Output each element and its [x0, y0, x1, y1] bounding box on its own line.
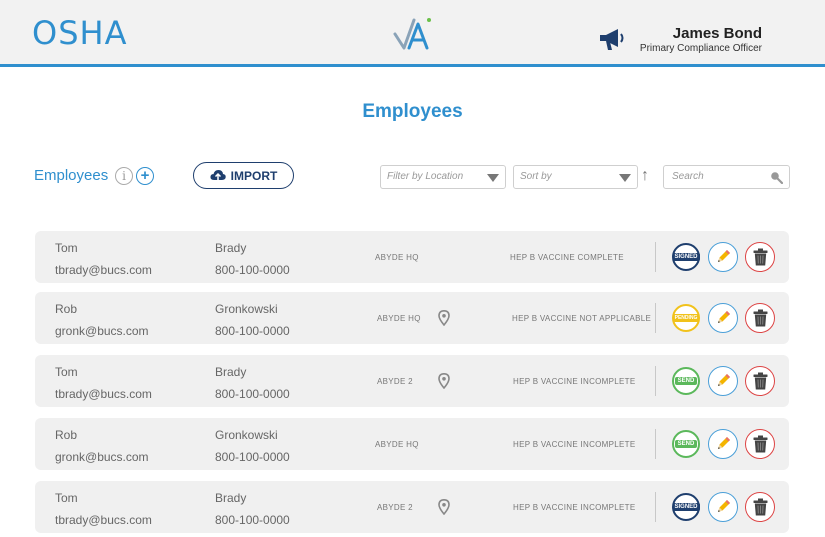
vaccine-status: HEP B VACCINE INCOMPLETE — [513, 503, 636, 512]
employee-last-name: Brady — [215, 491, 247, 505]
employee-location: ABYDE HQ — [375, 440, 419, 449]
employee-last-name: Brady — [215, 365, 247, 379]
edit-button[interactable] — [708, 492, 738, 522]
badge-label: PENDING — [672, 314, 700, 322]
table-row[interactable]: Tom Brady tbrady@bucs.com 800-100-0000 ABYDE… — [35, 355, 789, 407]
trash-icon — [753, 248, 768, 266]
employee-email: tbrady@bucs.com — [55, 263, 152, 277]
pencil-icon — [718, 500, 730, 512]
employee-phone: 800-100-0000 — [215, 450, 290, 464]
vaccine-status: HEP B VACCINE INCOMPLETE — [513, 440, 636, 449]
table-row[interactable]: Tom Brady tbrady@bucs.com 800-100-0000 ABYDE… — [35, 231, 789, 283]
employees-label: Employees — [34, 167, 109, 184]
abyde-logo-icon[interactable] — [392, 16, 434, 52]
row-divider — [655, 366, 656, 396]
employee-email: gronk@bucs.com — [55, 324, 149, 338]
import-label: IMPORT — [230, 168, 278, 183]
delete-button[interactable] — [745, 242, 775, 272]
sort-direction-icon[interactable]: ↑ — [641, 167, 649, 184]
trash-icon — [753, 309, 768, 327]
employee-first-name: Tom — [55, 491, 78, 505]
employee-location: ABYDE HQ — [377, 314, 421, 323]
row-divider — [655, 429, 656, 459]
employee-email: tbrady@bucs.com — [55, 513, 152, 527]
location-pin-icon[interactable] — [438, 310, 450, 326]
location-pin-icon[interactable] — [438, 373, 450, 389]
vaccine-status: HEP B VACCINE NOT APPLICABLE — [512, 314, 652, 323]
employee-email: tbrady@bucs.com — [55, 387, 152, 401]
row-divider — [655, 492, 656, 522]
vaccine-status: HEP B VACCINE COMPLETE — [510, 253, 624, 262]
import-button[interactable]: IMPORT — [193, 162, 294, 189]
employee-first-name: Rob — [55, 302, 78, 316]
employee-location: ABYDE 2 — [377, 377, 413, 386]
pencil-icon — [718, 374, 730, 386]
user-role: Primary Compliance Officer — [639, 43, 762, 54]
vaccine-status: HEP B VACCINE INCOMPLETE — [513, 377, 636, 386]
delete-button[interactable] — [745, 366, 775, 396]
employee-phone: 800-100-0000 — [215, 263, 290, 277]
employee-location: ABYDE 2 — [377, 503, 413, 512]
pencil-icon — [718, 250, 730, 262]
employee-email: gronk@bucs.com — [55, 450, 149, 464]
pencil-icon — [718, 437, 730, 449]
edit-button[interactable] — [708, 242, 738, 272]
send-badge[interactable]: SEND — [672, 430, 700, 458]
edit-button[interactable] — [708, 429, 738, 459]
row-divider — [655, 303, 656, 333]
badge-label: SEND — [674, 377, 698, 385]
trash-icon — [753, 498, 768, 516]
send-badge[interactable]: SEND — [672, 367, 700, 395]
search-icon[interactable] — [770, 171, 783, 184]
user-name[interactable]: James Bond — [672, 25, 762, 42]
delete-button[interactable] — [745, 303, 775, 333]
edit-button[interactable] — [708, 303, 738, 333]
employee-last-name: Gronkowski — [215, 302, 278, 316]
page-title: Employees — [362, 101, 463, 122]
trash-icon — [753, 435, 768, 453]
employee-phone: 800-100-0000 — [215, 387, 290, 401]
employee-last-name: Gronkowski — [215, 428, 278, 442]
chevron-down-icon — [619, 174, 631, 182]
search-placeholder: Search — [672, 171, 704, 182]
employee-phone: 800-100-0000 — [215, 324, 290, 338]
sort-by-select[interactable]: Sort by — [513, 165, 638, 189]
location-filter-placeholder: Filter by Location — [387, 171, 464, 182]
employee-first-name: Rob — [55, 428, 78, 442]
megaphone-icon[interactable] — [598, 26, 626, 52]
pencil-icon — [718, 311, 730, 323]
search-input[interactable]: Search — [663, 165, 790, 189]
edit-button[interactable] — [708, 366, 738, 396]
table-row[interactable]: Rob Gronkowski gronk@bucs.com 800-100-0000 A… — [35, 292, 789, 344]
signed-badge[interactable]: SIGNED — [672, 243, 700, 271]
brand-title: OSHA — [32, 14, 128, 52]
row-divider — [655, 242, 656, 272]
badge-label: SIGNED — [672, 253, 700, 261]
employee-first-name: Tom — [55, 365, 78, 379]
location-pin-icon[interactable] — [438, 499, 450, 515]
sort-by-placeholder: Sort by — [520, 171, 552, 182]
delete-button[interactable] — [745, 492, 775, 522]
info-icon[interactable]: i — [115, 167, 133, 185]
app-header: OSHA James Bond Primary Compliance Offic… — [0, 0, 825, 67]
pending-badge[interactable]: PENDING — [672, 304, 700, 332]
delete-button[interactable] — [745, 429, 775, 459]
table-row[interactable]: Rob Gronkowski gronk@bucs.com 800-100-0000 A… — [35, 418, 789, 470]
add-employee-button[interactable]: + — [136, 167, 154, 185]
trash-icon — [753, 372, 768, 390]
employee-last-name: Brady — [215, 241, 247, 255]
employee-location: ABYDE HQ — [375, 253, 419, 262]
location-filter-select[interactable]: Filter by Location — [380, 165, 506, 189]
employee-first-name: Tom — [55, 241, 78, 255]
employee-phone: 800-100-0000 — [215, 513, 290, 527]
signed-badge[interactable]: SIGNED — [672, 493, 700, 521]
table-row[interactable]: Tom Brady tbrady@bucs.com 800-100-0000 ABYDE… — [35, 481, 789, 533]
chevron-down-icon — [487, 174, 499, 182]
badge-label: SEND — [674, 440, 698, 448]
badge-label: SIGNED — [672, 503, 700, 511]
cloud-upload-icon — [210, 169, 226, 182]
